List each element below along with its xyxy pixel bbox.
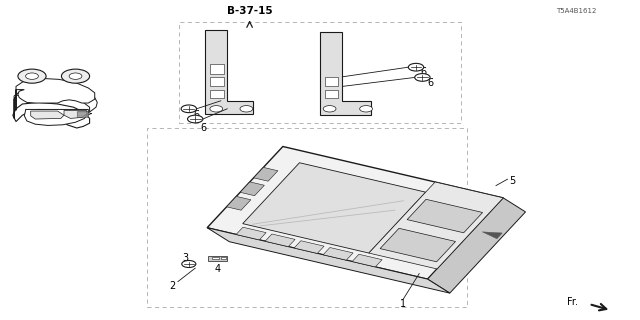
- Circle shape: [415, 74, 430, 81]
- Text: 5: 5: [509, 176, 515, 186]
- Text: 3: 3: [182, 252, 189, 263]
- Circle shape: [69, 73, 82, 79]
- Polygon shape: [482, 232, 502, 239]
- Polygon shape: [227, 196, 251, 210]
- Polygon shape: [13, 102, 90, 128]
- Polygon shape: [212, 257, 219, 259]
- Polygon shape: [24, 109, 88, 125]
- Text: 4: 4: [214, 264, 221, 274]
- Text: 6: 6: [420, 67, 427, 77]
- Circle shape: [26, 73, 38, 79]
- Polygon shape: [179, 22, 461, 123]
- Polygon shape: [265, 234, 295, 247]
- Polygon shape: [407, 199, 483, 233]
- Polygon shape: [380, 228, 456, 262]
- Text: B-37-15: B-37-15: [227, 6, 273, 16]
- Polygon shape: [352, 254, 382, 267]
- Circle shape: [360, 106, 372, 112]
- Polygon shape: [210, 90, 224, 98]
- Polygon shape: [14, 86, 97, 118]
- Polygon shape: [207, 228, 450, 293]
- Polygon shape: [31, 111, 64, 119]
- Polygon shape: [147, 128, 467, 307]
- Polygon shape: [16, 78, 95, 110]
- Polygon shape: [253, 167, 278, 181]
- Polygon shape: [210, 64, 224, 74]
- Polygon shape: [210, 77, 224, 86]
- Polygon shape: [207, 147, 503, 279]
- Polygon shape: [77, 111, 88, 117]
- Circle shape: [323, 106, 336, 112]
- Text: 6: 6: [193, 110, 200, 120]
- Polygon shape: [205, 30, 253, 114]
- Circle shape: [210, 106, 223, 112]
- Text: T5A4B1612: T5A4B1612: [556, 8, 596, 14]
- Polygon shape: [369, 182, 503, 269]
- Circle shape: [188, 115, 203, 123]
- Text: 6: 6: [200, 123, 207, 133]
- Polygon shape: [428, 198, 525, 293]
- Text: 1: 1: [400, 299, 406, 309]
- Polygon shape: [323, 247, 353, 260]
- Circle shape: [408, 63, 424, 71]
- Polygon shape: [221, 257, 226, 259]
- Text: 2: 2: [170, 281, 176, 292]
- Polygon shape: [325, 77, 338, 86]
- Circle shape: [240, 106, 253, 112]
- Polygon shape: [320, 32, 371, 115]
- Polygon shape: [243, 163, 426, 253]
- Polygon shape: [208, 256, 227, 261]
- Polygon shape: [236, 227, 266, 240]
- Text: Fr.: Fr.: [567, 297, 579, 308]
- Circle shape: [181, 105, 196, 113]
- Polygon shape: [294, 241, 324, 253]
- Circle shape: [182, 260, 196, 268]
- Circle shape: [18, 69, 46, 83]
- Polygon shape: [64, 110, 86, 118]
- Text: 6: 6: [427, 77, 433, 88]
- Polygon shape: [325, 90, 338, 98]
- Polygon shape: [240, 182, 264, 196]
- Circle shape: [61, 69, 90, 83]
